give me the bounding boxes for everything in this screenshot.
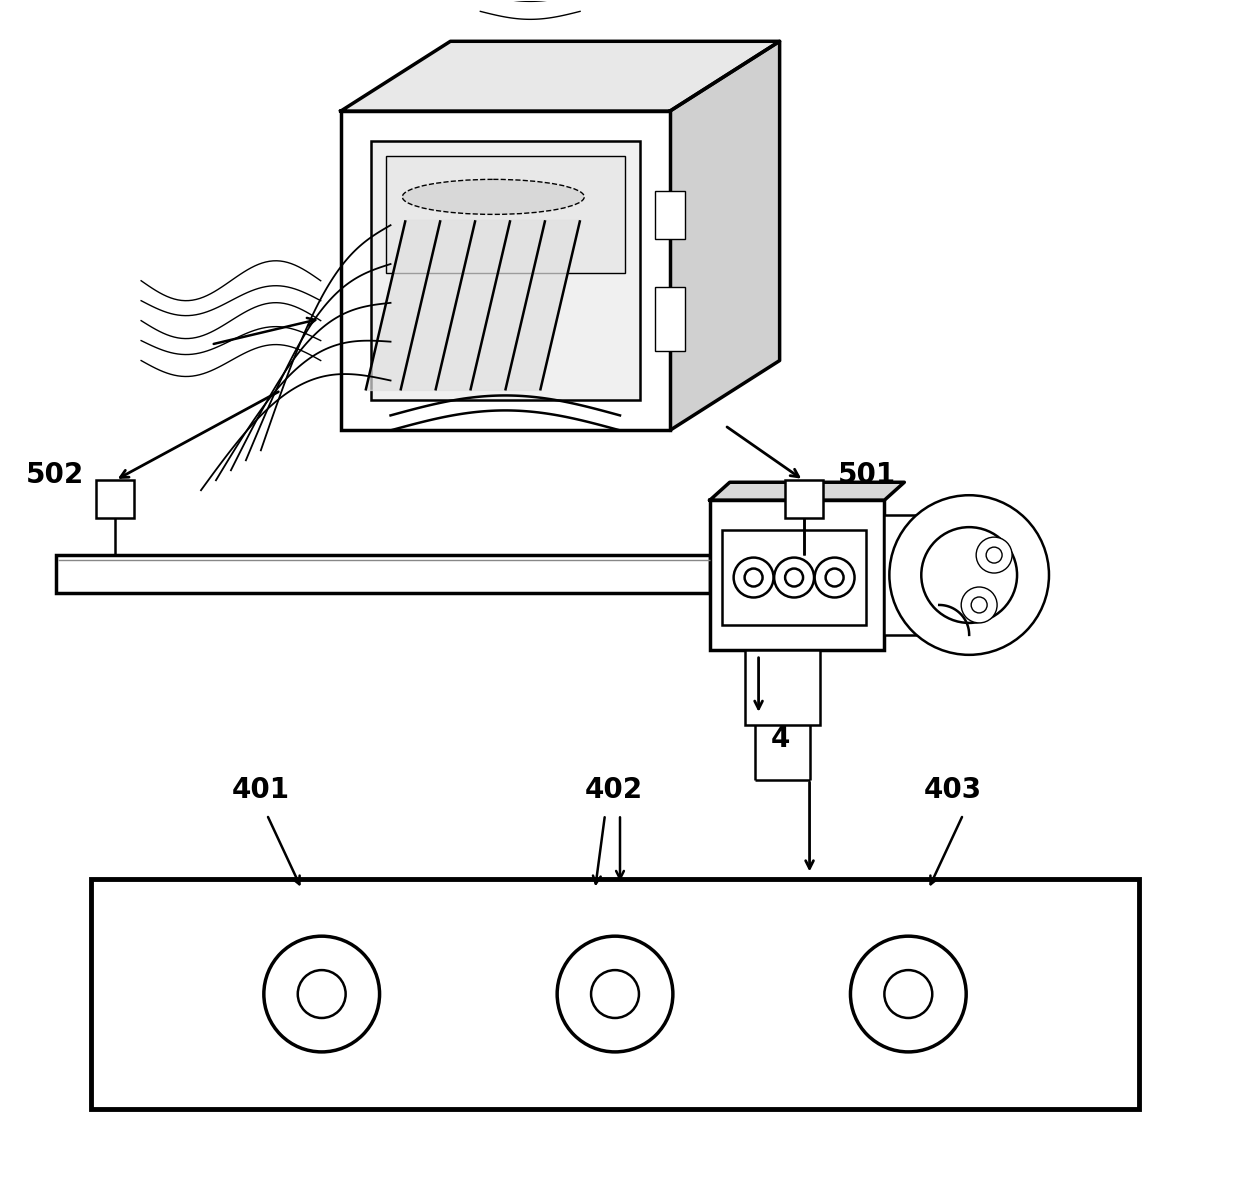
Bar	[939, 563, 970, 587]
Bar	[745, 650, 820, 724]
Text: 402: 402	[585, 776, 644, 805]
Bar	[92, 879, 1138, 1108]
Polygon shape	[505, 220, 580, 390]
Text: 4: 4	[770, 724, 790, 753]
Polygon shape	[670, 41, 780, 430]
Polygon shape	[401, 220, 475, 390]
Circle shape	[591, 971, 639, 1018]
Circle shape	[785, 569, 804, 587]
Bar	[722, 530, 867, 624]
Bar	[341, 111, 670, 430]
Polygon shape	[435, 220, 510, 390]
Circle shape	[264, 937, 379, 1052]
Bar	[785, 481, 822, 518]
Bar	[709, 501, 884, 650]
Circle shape	[921, 527, 1017, 623]
Polygon shape	[366, 220, 440, 390]
Circle shape	[826, 569, 843, 587]
Circle shape	[986, 547, 1002, 563]
Polygon shape	[341, 41, 780, 111]
Circle shape	[815, 557, 854, 597]
Circle shape	[557, 937, 673, 1052]
Bar	[386, 155, 625, 273]
Ellipse shape	[402, 179, 584, 214]
Bar	[97, 481, 134, 518]
Text: 401: 401	[232, 776, 290, 805]
Bar	[371, 141, 640, 401]
Bar	[56, 555, 709, 593]
Polygon shape	[470, 220, 546, 390]
Circle shape	[889, 495, 1049, 655]
Circle shape	[976, 537, 1012, 573]
Circle shape	[884, 971, 932, 1018]
Circle shape	[774, 557, 813, 597]
Circle shape	[744, 569, 763, 587]
Text: 501: 501	[837, 462, 895, 489]
Circle shape	[971, 597, 987, 613]
Text: 502: 502	[26, 462, 84, 489]
Bar	[655, 286, 684, 351]
Bar	[655, 191, 684, 239]
Circle shape	[961, 587, 997, 623]
Circle shape	[734, 557, 774, 597]
Polygon shape	[709, 482, 904, 501]
Circle shape	[851, 937, 966, 1052]
Bar	[884, 515, 939, 635]
Text: 403: 403	[924, 776, 981, 805]
Circle shape	[298, 971, 346, 1018]
